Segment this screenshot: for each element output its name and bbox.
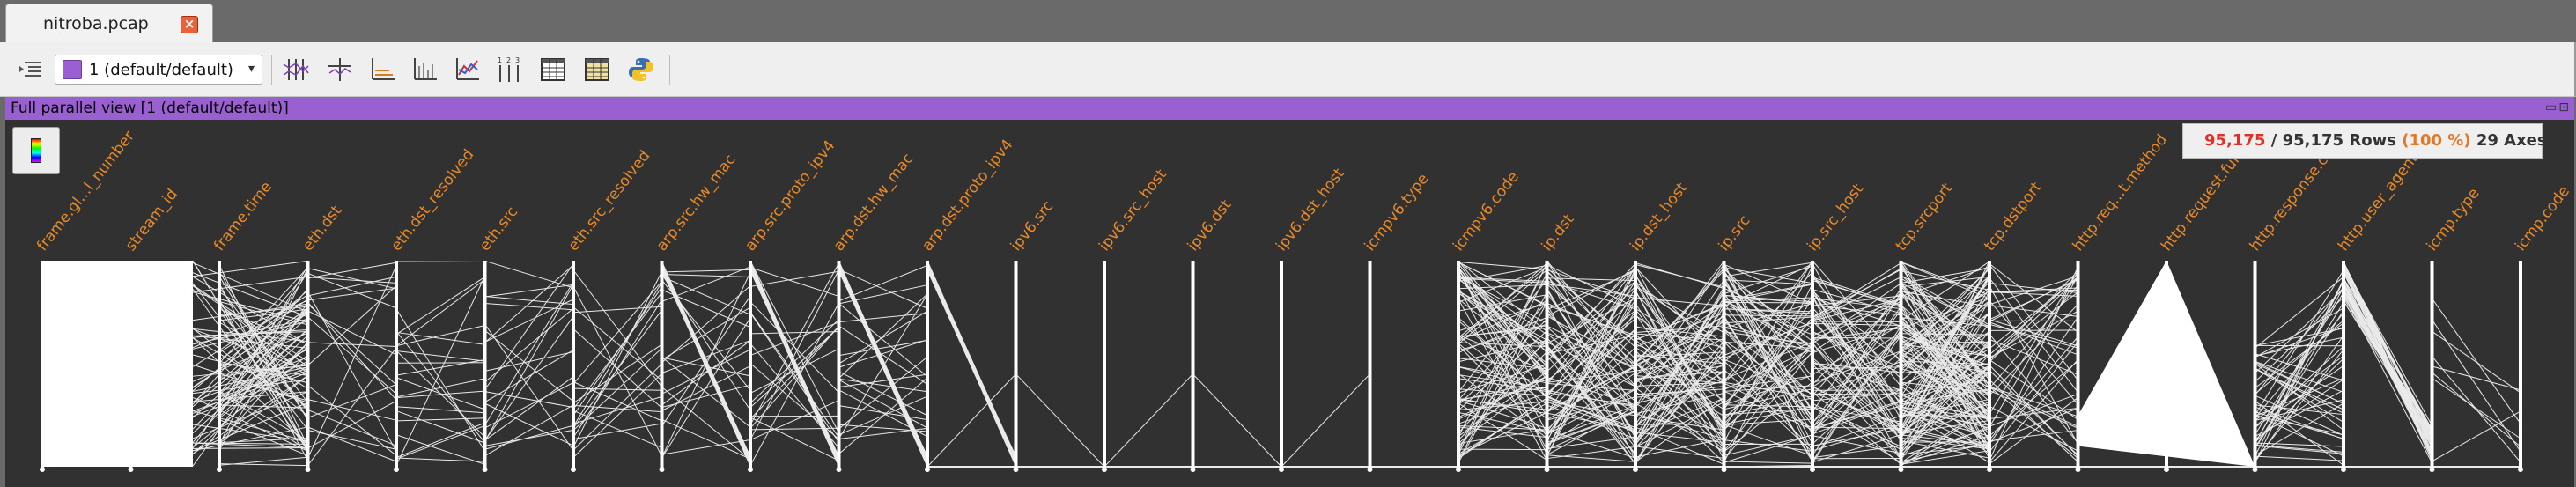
rows-slash: / [2270, 131, 2277, 150]
axis-end-marker [1279, 467, 1284, 472]
rows-selected: 95,175 [2204, 131, 2266, 150]
axis-end-marker [1721, 467, 1727, 472]
rows-percent: (100 %) [2402, 131, 2471, 150]
dense-block [42, 261, 131, 467]
axis-end-marker [128, 467, 134, 472]
dense-block [130, 261, 193, 467]
axis-label: ip.dst_host [1627, 180, 1691, 255]
axis-end-marker [394, 467, 399, 472]
axis-end-marker [1013, 467, 1019, 472]
toolbar-separator [669, 55, 670, 85]
tab-nitroba[interactable]: nitroba.pcap × [5, 4, 213, 42]
axis-end-marker [1544, 467, 1550, 472]
line-chart-icon[interactable] [453, 55, 481, 84]
axis-end-marker [305, 467, 311, 472]
svg-text:3: 3 [515, 56, 520, 64]
chevron-down-icon: ▾ [247, 62, 255, 76]
view-title: Full parallel view [1 (default/default)] [11, 100, 289, 117]
layer-color-swatch [63, 60, 82, 79]
python-icon[interactable] [627, 55, 655, 84]
view-title-bar: Full parallel view [1 (default/default)]… [5, 97, 2574, 120]
color-picker-button[interactable] [12, 127, 60, 174]
axis-label: arp.src.hw_mac [653, 151, 740, 255]
tab-close-icon[interactable]: × [181, 16, 198, 33]
axis-label: icmp.type [2424, 185, 2484, 255]
svg-text:1: 1 [498, 56, 502, 64]
axis-end-marker [1810, 467, 1815, 472]
zoom-view-icon[interactable] [326, 55, 354, 84]
axis-label: ip.dst [1539, 210, 1578, 255]
axis-label: stream_id [122, 186, 181, 255]
axis-label: ip.src_host [1804, 181, 1867, 255]
listing-table-icon[interactable] [539, 55, 567, 84]
axis-label: eth.src_resolved [565, 147, 653, 255]
axis-label: arp.dst.hw_mac [830, 151, 918, 255]
axis-end-marker [1102, 467, 1107, 472]
axis-end-marker [1898, 467, 1904, 472]
axis-label: frame.time [210, 179, 276, 255]
axis-label: ipv6.src_host [1096, 166, 1170, 255]
axis-label: http.req...t.method [2070, 131, 2172, 255]
toolbar-separator [271, 55, 272, 85]
window-buttons-icon[interactable]: ▭⊡ [2545, 100, 2571, 114]
axis-end-marker [1987, 467, 1992, 472]
axis-end-marker [748, 467, 753, 472]
axis-label: ipv6.dst_host [1273, 165, 1348, 255]
axis-end-marker [482, 467, 488, 472]
parallel-view-panel: Full parallel view [1 (default/default)]… [5, 97, 2574, 487]
axis-label: arp.src.proto_ipv4 [742, 137, 838, 255]
axis-end-marker [2164, 467, 2169, 472]
axis-end-marker [2341, 467, 2346, 472]
rows-word: Rows [2349, 131, 2396, 150]
axis-end-marker [2429, 467, 2435, 472]
list-indent-icon[interactable] [16, 55, 44, 84]
axis-label: ipv6.src [1008, 197, 1058, 255]
axis-label: arp.dst.proto_ipv4 [919, 137, 1016, 255]
svg-text:2: 2 [506, 56, 511, 64]
axis-label: eth.dst_resolved [388, 146, 477, 255]
listing-table-alt-icon[interactable] [583, 55, 611, 84]
parallel-view-icon[interactable] [282, 55, 310, 84]
polylines-group [192, 260, 2521, 468]
row-count-box: 95,175 / 95,175 Rows (100 %) 29 Axes [2182, 123, 2547, 159]
axis-label: tcp.dstport [1981, 179, 2045, 255]
axis-end-marker [571, 467, 576, 472]
axis-end-marker [40, 467, 45, 472]
axis-label: icmp.code [2512, 183, 2573, 255]
color-gradient-icon [31, 138, 41, 163]
layer-select[interactable]: 1 (default/default) ▾ [55, 55, 262, 85]
tab-label: nitroba.pcap [43, 14, 149, 33]
axis-end-marker [1456, 467, 1461, 472]
axis-label: icmpv6.code [1450, 168, 1523, 255]
axis-label: ipv6.dst [1185, 196, 1236, 255]
hitcount-view-icon[interactable] [410, 55, 439, 84]
rows-total: 95,175 [2282, 131, 2344, 150]
axis-end-marker [1633, 467, 1638, 472]
axis-label: http.user_agent [2335, 150, 2422, 255]
axis-end-marker [2252, 467, 2258, 472]
axis-label: ip.src [1716, 212, 1754, 255]
axis-end-marker [217, 467, 222, 472]
tab-bar: nitroba.pcap × [0, 0, 2576, 42]
layer-select-value: 1 (default/default) [89, 61, 233, 79]
axis-end-marker [2518, 467, 2523, 472]
axis-label: eth.src [476, 203, 522, 255]
axis-end-marker [836, 467, 842, 472]
scatter-view-icon[interactable] [368, 55, 396, 84]
axis-end-marker [2075, 467, 2081, 472]
axis-end-marker [925, 467, 930, 472]
axis-end-marker [1190, 467, 1196, 472]
axis-end-marker [1367, 467, 1373, 472]
axis-label: icmpv6.type [1362, 170, 1433, 255]
axes-count: 29 Axes [2476, 131, 2547, 150]
axis-label: tcp.srcport [1893, 180, 1957, 255]
axis-end-marker [659, 467, 665, 472]
axis-label: eth.dst [299, 203, 346, 255]
